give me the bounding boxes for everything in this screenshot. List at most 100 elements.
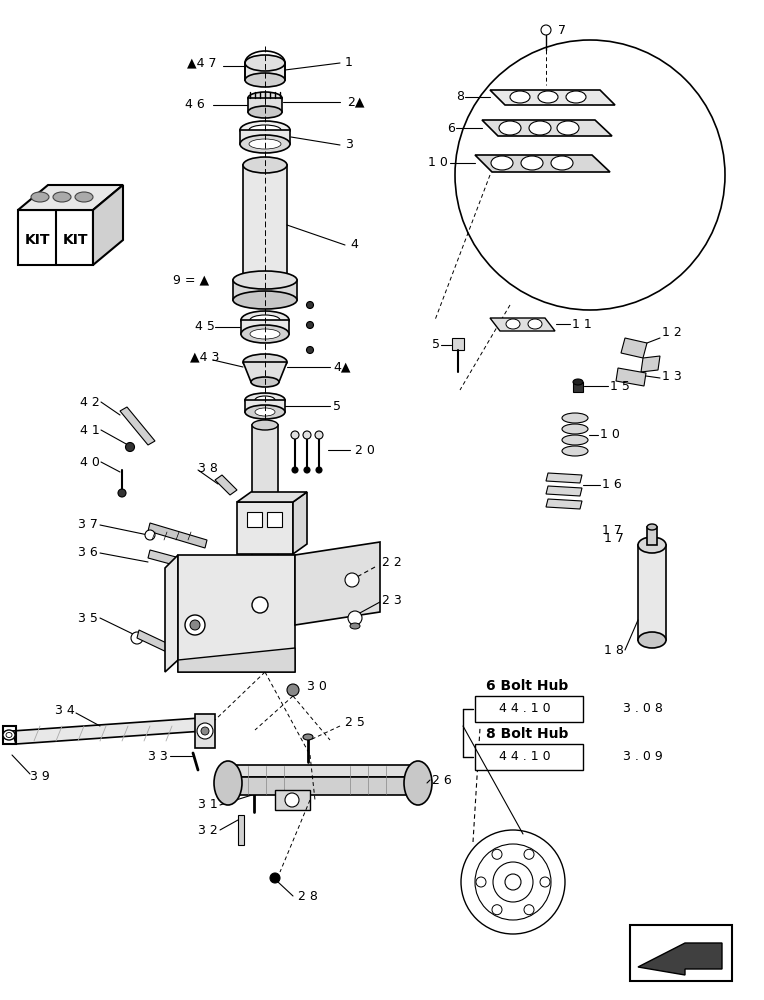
Polygon shape — [641, 356, 660, 372]
Circle shape — [492, 849, 502, 859]
Text: 4 4 . 1 0: 4 4 . 1 0 — [499, 750, 551, 764]
Circle shape — [145, 530, 155, 540]
Text: 3 3: 3 3 — [148, 750, 168, 762]
Text: 1 3: 1 3 — [662, 369, 681, 382]
Polygon shape — [225, 777, 425, 795]
Text: 7: 7 — [558, 23, 566, 36]
Text: 3 4: 3 4 — [55, 704, 75, 718]
Polygon shape — [18, 210, 93, 265]
Polygon shape — [647, 527, 657, 545]
Polygon shape — [240, 130, 290, 144]
Ellipse shape — [315, 431, 323, 439]
Polygon shape — [482, 120, 612, 136]
Polygon shape — [490, 90, 615, 105]
Polygon shape — [137, 630, 175, 655]
Polygon shape — [215, 475, 237, 495]
Text: 4 0: 4 0 — [80, 456, 100, 468]
Ellipse shape — [245, 73, 285, 87]
Polygon shape — [120, 407, 155, 445]
Circle shape — [197, 723, 213, 739]
Text: 9 = ▲: 9 = ▲ — [173, 273, 209, 286]
Text: 6 Bolt Hub: 6 Bolt Hub — [486, 679, 568, 693]
Ellipse shape — [510, 91, 530, 103]
Ellipse shape — [562, 413, 588, 423]
Ellipse shape — [240, 135, 290, 153]
Polygon shape — [243, 362, 287, 382]
Ellipse shape — [53, 192, 71, 202]
Polygon shape — [18, 185, 123, 210]
Ellipse shape — [499, 121, 521, 135]
Text: 8: 8 — [456, 91, 464, 104]
Text: 1 0: 1 0 — [600, 428, 620, 442]
Ellipse shape — [350, 623, 360, 629]
Text: 2 8: 2 8 — [298, 890, 318, 902]
Text: ▲4 7: ▲4 7 — [187, 56, 216, 70]
Circle shape — [540, 877, 550, 887]
Circle shape — [306, 322, 313, 328]
Ellipse shape — [292, 467, 298, 473]
Circle shape — [524, 849, 534, 859]
Circle shape — [125, 442, 134, 452]
Text: 4 1: 4 1 — [80, 424, 100, 436]
Text: 1 7: 1 7 — [604, 532, 624, 544]
Ellipse shape — [214, 761, 242, 805]
Polygon shape — [233, 280, 297, 300]
Ellipse shape — [529, 121, 551, 135]
Text: 1 0: 1 0 — [428, 156, 448, 169]
Circle shape — [131, 632, 143, 644]
Circle shape — [287, 684, 299, 696]
Text: 3 2: 3 2 — [198, 824, 218, 836]
Text: 4 2: 4 2 — [80, 395, 100, 408]
Circle shape — [345, 573, 359, 587]
Ellipse shape — [551, 156, 573, 170]
Circle shape — [252, 597, 268, 613]
Ellipse shape — [562, 435, 588, 445]
Circle shape — [505, 874, 521, 890]
Polygon shape — [546, 499, 582, 509]
Text: 3 7: 3 7 — [78, 518, 98, 532]
Ellipse shape — [75, 192, 93, 202]
Polygon shape — [638, 943, 722, 975]
Ellipse shape — [245, 405, 285, 419]
Circle shape — [306, 347, 313, 354]
Text: 3 6: 3 6 — [78, 546, 98, 560]
Ellipse shape — [248, 106, 282, 118]
Circle shape — [285, 793, 299, 807]
Polygon shape — [245, 63, 285, 80]
Text: 2 0: 2 0 — [355, 444, 375, 456]
Ellipse shape — [241, 325, 289, 343]
Polygon shape — [178, 555, 295, 672]
Ellipse shape — [241, 311, 289, 329]
Text: 5: 5 — [333, 399, 341, 412]
Polygon shape — [248, 98, 282, 112]
Polygon shape — [195, 714, 215, 748]
Ellipse shape — [562, 446, 588, 456]
Bar — [247, 512, 262, 527]
Circle shape — [493, 862, 533, 902]
Ellipse shape — [303, 734, 313, 740]
Text: KIT: KIT — [24, 233, 50, 247]
Ellipse shape — [647, 524, 657, 530]
Polygon shape — [148, 523, 207, 548]
Polygon shape — [616, 368, 646, 386]
Text: 4 6: 4 6 — [185, 99, 205, 111]
Ellipse shape — [303, 431, 311, 439]
Polygon shape — [573, 382, 583, 392]
Text: 2 6: 2 6 — [432, 774, 452, 786]
Polygon shape — [93, 185, 123, 265]
Polygon shape — [148, 550, 202, 572]
Ellipse shape — [506, 319, 520, 329]
Text: 2 3: 2 3 — [382, 593, 402, 606]
Circle shape — [190, 620, 200, 630]
Ellipse shape — [638, 537, 666, 553]
Ellipse shape — [528, 319, 542, 329]
Polygon shape — [241, 320, 289, 334]
Circle shape — [476, 877, 486, 887]
Text: 1: 1 — [345, 56, 353, 70]
Text: 4: 4 — [350, 238, 358, 251]
Text: 3 . 0 8: 3 . 0 8 — [623, 702, 663, 716]
Ellipse shape — [243, 354, 287, 370]
Ellipse shape — [31, 192, 49, 202]
Polygon shape — [546, 473, 582, 483]
Ellipse shape — [233, 291, 297, 309]
